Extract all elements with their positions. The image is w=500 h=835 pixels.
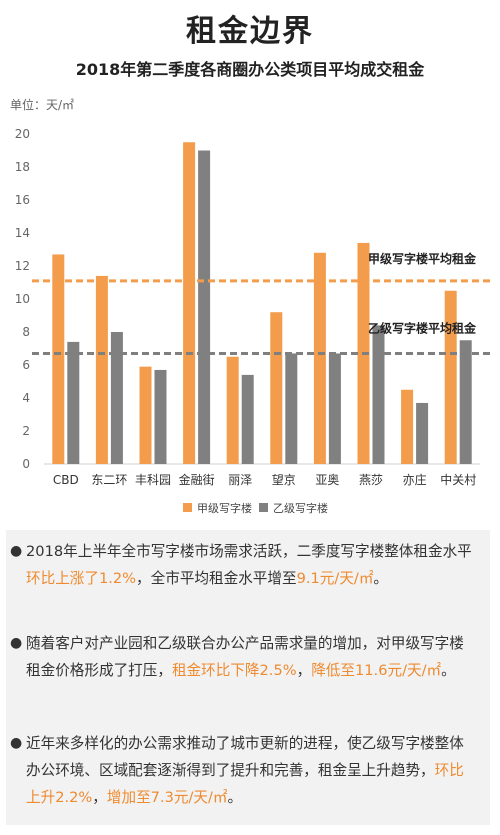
x-tick-label: 亚奥	[315, 473, 339, 487]
bar-grade-b	[154, 369, 167, 464]
note-highlight: 环比上升2.2%	[26, 762, 464, 806]
note-segment: 。	[441, 662, 456, 679]
bar-grade-a	[270, 312, 283, 464]
y-tick-label: 20	[15, 127, 30, 141]
note-segment: ，	[296, 662, 312, 679]
x-tick-label: 中关村	[440, 472, 476, 487]
bar-grade-a	[401, 389, 414, 464]
note-highlight: 增加至7.3元/天/㎡	[106, 789, 228, 806]
bar-grade-b	[328, 353, 341, 464]
legend-label: 乙级写字楼	[273, 501, 328, 515]
chart-subtitle: 2018年第二季度各商圈办公类项目平均成交租金	[75, 60, 425, 79]
bar-grade-a	[444, 290, 457, 464]
y-tick-label: 16	[15, 193, 30, 207]
note-segment: 近年来多样化的办公需求推动了城市更新的进程，使乙级写字楼整体办公环境、区域配套逐…	[26, 735, 464, 779]
note-segment: 2018年上半年全市写字楼市场需求活跃，二季度写字楼整体租金水平	[26, 543, 472, 560]
notes-panel: ● 2018年上半年全市写字楼市场需求活跃，二季度写字楼整体租金水平环比上涨了1…	[6, 530, 490, 825]
bar-grade-a	[95, 275, 108, 464]
note-text: 近年来多样化的办公需求推动了城市更新的进程，使乙级写字楼整体办公环境、区域配套逐…	[26, 735, 464, 806]
bar-grade-b	[372, 325, 385, 464]
bar-grade-a	[139, 366, 152, 464]
note-text: 2018年上半年全市写字楼市场需求活跃，二季度写字楼整体租金水平环比上涨了1.2…	[26, 543, 472, 587]
note-highlight: 9.1元/天/㎡	[296, 570, 374, 587]
note-segment: 。	[227, 789, 243, 806]
legend-swatch	[259, 503, 268, 512]
bullet-icon: ●	[10, 635, 23, 651]
note-item: ● 随着客户对产业园和乙级联合办公产品需求量的增加，对甲级写字楼租金价格形成了打…	[10, 630, 476, 684]
y-tick-label: 4	[22, 391, 30, 405]
bar-grade-a	[183, 142, 196, 464]
note-item: ● 2018年上半年全市写字楼市场需求活跃，二季度写字楼整体租金水平环比上涨了1…	[10, 538, 476, 592]
x-tick-label: 金融街	[179, 472, 215, 487]
x-tick-label: 亦庄	[403, 472, 427, 487]
note-text: 随着客户对产业园和乙级联合办公产品需求量的增加，对甲级写字楼租金价格形成了打压，…	[26, 635, 464, 679]
note-segment: 。	[373, 570, 389, 587]
legend-swatch	[183, 503, 192, 512]
rent-bar-chart: 0 2 4 6 8 10 12 14 16 18 20 CBD 东二环 丰科园 金融街 丽泽 望京 亚奥 燕莎 亦庄中…	[15, 127, 490, 515]
y-tick-label: 2	[22, 424, 30, 438]
y-tick-label: 18	[15, 160, 30, 174]
bar-grade-a	[313, 252, 326, 464]
y-tick-label: 8	[22, 325, 30, 339]
note-segment: 随着客户对产业园和乙级联合办公产品需求量的增加，对甲级写字楼租金价格形成了打压，	[26, 635, 464, 679]
x-tick-label: 燕莎	[359, 473, 383, 487]
bar-grade-b	[459, 340, 472, 464]
y-tick-label: 14	[15, 226, 30, 240]
x-tick-label: 望京	[272, 473, 296, 487]
bar-grade-b	[285, 353, 298, 464]
bar-grade-b	[67, 341, 80, 464]
note-segment: ，	[92, 789, 107, 806]
bar-grade-b	[241, 374, 254, 464]
note-item: ● 近年来多样化的办公需求推动了城市更新的进程，使乙级写字楼整体办公环境、区域配…	[10, 730, 476, 811]
x-tick-label: 东二环	[91, 473, 127, 487]
bar-grade-b	[198, 150, 211, 464]
y-tick-label: 6	[22, 358, 30, 372]
unit-label: 单位：天/㎡	[10, 98, 75, 112]
reference-line-label: 乙级写字楼平均租金	[368, 320, 477, 335]
legend-label: 甲级写字楼	[197, 501, 252, 515]
page-title: 租金边界	[186, 14, 314, 49]
bar-grade-b	[416, 402, 429, 464]
bullet-icon: ●	[10, 543, 23, 559]
y-tick-label: 0	[22, 457, 30, 471]
x-tick-label: 丰科园	[135, 473, 171, 487]
note-segment: ，全市平均租金水平增至	[136, 570, 297, 587]
note-highlight: 租金环比下降2.5%	[171, 662, 297, 679]
note-highlight: 环比上涨了1.2%	[26, 570, 137, 587]
bar-grade-a	[226, 356, 239, 464]
note-highlight: 降低至11.6元/天/㎡	[311, 662, 442, 679]
x-tick-label: 丽泽	[228, 473, 252, 487]
x-tick-label: CBD	[53, 473, 79, 487]
bar-grade-a	[52, 254, 65, 464]
bar-grade-b	[110, 332, 123, 464]
reference-line-label: 甲级写字楼平均租金	[368, 251, 477, 266]
bullet-icon: ●	[10, 735, 23, 751]
y-tick-label: 12	[15, 259, 30, 273]
y-tick-label: 10	[15, 292, 30, 306]
